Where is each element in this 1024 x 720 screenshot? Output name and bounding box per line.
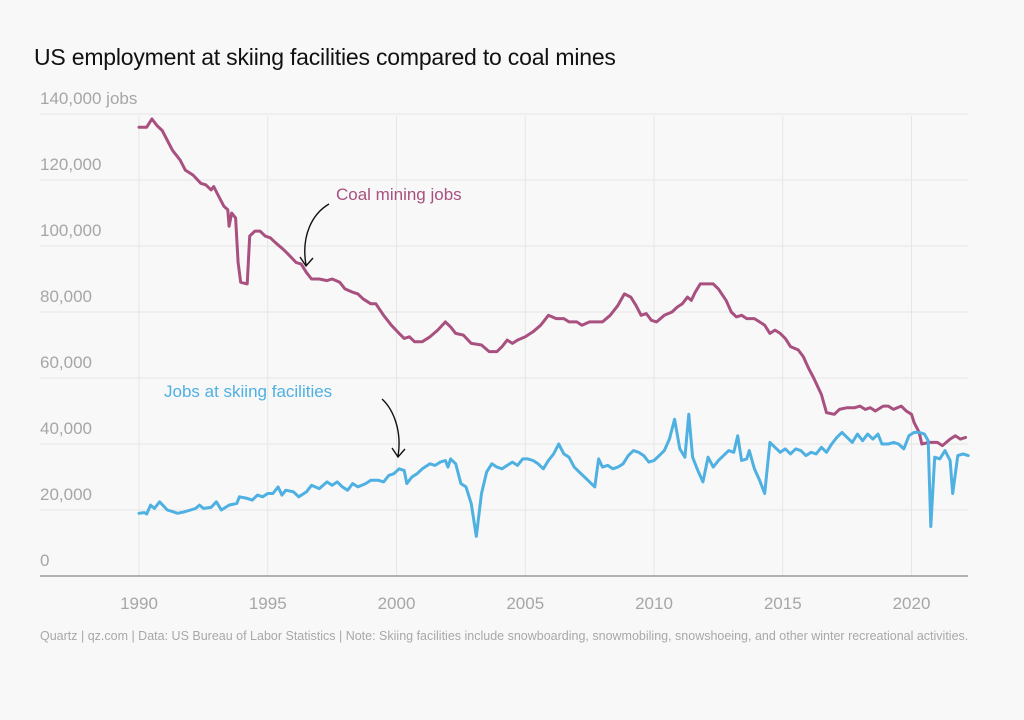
y-tick-label: 40,000 — [40, 419, 92, 438]
x-tick-label: 1995 — [249, 594, 287, 613]
annotation-skiing-label: Jobs at skiing facilities — [164, 382, 332, 401]
x-tick-label: 2020 — [893, 594, 931, 613]
x-tick-label: 2010 — [635, 594, 673, 613]
x-axis-ticks: 1990 1995 2000 2005 2010 2015 2020 — [120, 594, 930, 613]
x-tick-label: 1990 — [120, 594, 158, 613]
y-tick-label: 80,000 — [40, 287, 92, 306]
x-tick-label: 2015 — [764, 594, 802, 613]
y-tick-label: 60,000 — [40, 353, 92, 372]
chart-title: US employment at skiing facilities compa… — [34, 44, 616, 70]
gridlines — [40, 113, 968, 576]
y-tick-label: 120,000 — [40, 155, 101, 174]
annotation-skiing-arrow-icon — [381, 398, 406, 459]
series — [137, 117, 970, 538]
annotations: Coal mining jobs Jobs at skiing faciliti… — [164, 185, 462, 459]
source-footnote: Quartz | qz.com | Data: US Bureau of Lab… — [40, 629, 969, 643]
x-tick-label: 2005 — [506, 594, 544, 613]
annotation-coal-arrow-icon — [299, 203, 330, 268]
series-line-skiing — [137, 412, 970, 538]
y-tick-label: 140,000 jobs — [40, 89, 137, 108]
y-tick-label: 20,000 — [40, 485, 92, 504]
annotation-coal-label: Coal mining jobs — [336, 185, 462, 204]
y-tick-label: 100,000 — [40, 221, 101, 240]
series-line-coal — [137, 117, 968, 448]
x-tick-label: 2000 — [378, 594, 416, 613]
y-tick-label: 0 — [40, 551, 49, 570]
y-axis-ticks: 0 20,000 40,000 60,000 80,000 100,000 120,000 1… — [40, 89, 137, 570]
